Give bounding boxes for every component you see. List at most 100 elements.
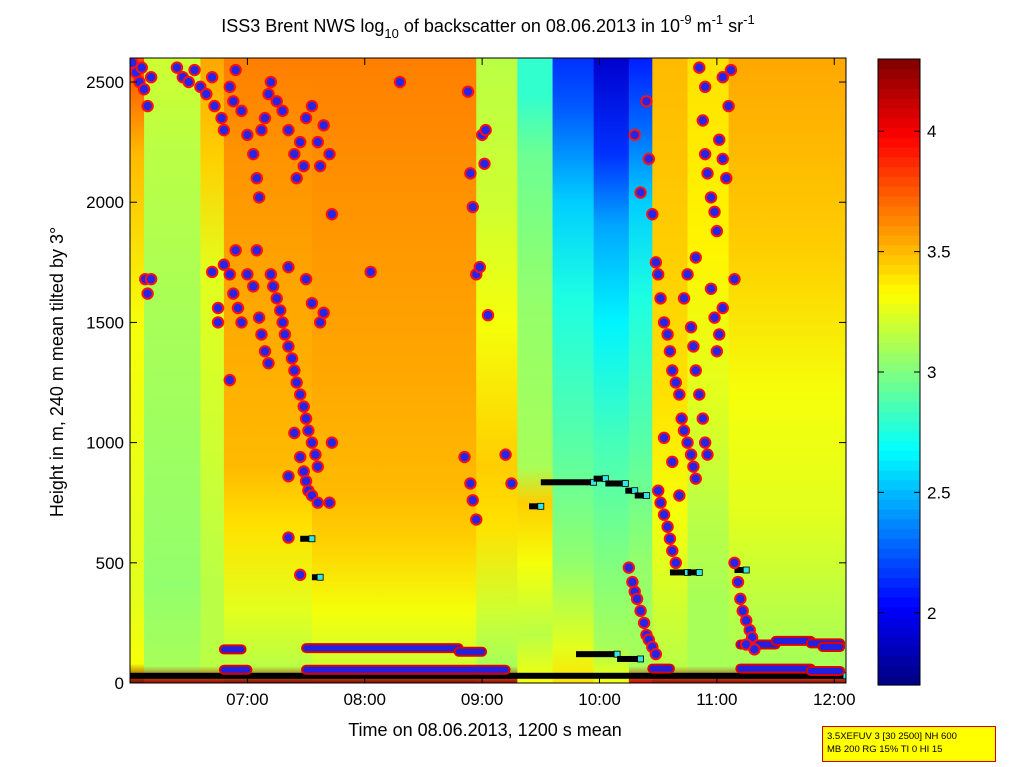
colorbar-segment (878, 274, 920, 285)
layer-detection-point (247, 280, 260, 293)
layer-detection-point (270, 95, 283, 108)
layer-detection-point (309, 448, 322, 461)
colorbar-segment (878, 567, 920, 579)
layer-detection-point (393, 75, 407, 89)
layer-detection-point (141, 287, 154, 300)
x-tick-label: 08:00 (343, 690, 386, 709)
layer-detection-point (704, 282, 718, 295)
layer-detection-point (282, 531, 295, 544)
layer-detection-point (458, 450, 471, 464)
colorbar-segment (878, 166, 920, 177)
layer-detection-point (241, 128, 254, 142)
layer-detection-point (708, 205, 721, 219)
layer-detection-point (701, 448, 714, 461)
layer-detection-point (305, 99, 319, 113)
layer-detection-point (267, 280, 280, 293)
colorbar-segment (878, 98, 920, 109)
layer-detection-point (258, 111, 272, 125)
layer-detection-point (649, 256, 663, 269)
colorbar-segment (878, 538, 920, 549)
colorbar-segment (878, 147, 920, 158)
cloud-base-marker (537, 502, 545, 510)
overlay-markers (130, 58, 846, 680)
colorbar-segment (878, 636, 920, 647)
cloud-base-segment (734, 567, 747, 574)
layer-detection-point (710, 345, 724, 358)
layer-detection-point (716, 301, 729, 315)
layer-detection-point (657, 508, 671, 521)
layer-detection-point (293, 388, 307, 401)
layer-detection-point (235, 104, 248, 118)
layer-detection-point (479, 123, 492, 137)
layer-detection-point (278, 328, 292, 341)
colorbar-segment (878, 323, 920, 334)
layer-detection-point (693, 61, 706, 74)
layer-detection-point (505, 477, 518, 490)
layer-detection-point (223, 268, 236, 281)
layer-detection-point (293, 450, 307, 464)
colorbar-segment (878, 645, 920, 657)
layer-detection-point (473, 260, 486, 274)
layer-detection-point (466, 200, 479, 214)
colorbar-segment (878, 381, 920, 393)
layer-detection-point (227, 95, 240, 108)
layer-detection-point (464, 477, 477, 490)
heatmap-column (311, 58, 477, 683)
colorbar-segment (878, 195, 920, 207)
layer-detection-point (687, 340, 700, 353)
backscatter-heatmap (130, 58, 846, 683)
layer-detection-point (734, 592, 747, 606)
layer-detection-point (311, 135, 325, 149)
layer-detection-point (628, 128, 641, 142)
colorbar-segment (878, 235, 920, 246)
layer-detection-point (657, 431, 671, 445)
layer-detection-point (666, 544, 679, 557)
layer-detection-point (710, 224, 724, 238)
layer-detection-point (669, 556, 683, 570)
cloud-base-segment (617, 655, 641, 662)
layer-detection-point (208, 99, 221, 113)
colorbar-segment (878, 626, 920, 637)
colorbar-segment (878, 587, 920, 598)
cloud-base-marker (742, 566, 750, 574)
layer-detection-point (651, 268, 665, 281)
cloud-base-segment (540, 479, 594, 486)
layer-detection-point (622, 561, 636, 574)
layer-detection-point (634, 186, 647, 199)
layer-detection-point (299, 111, 313, 125)
heatmap-column (593, 58, 630, 683)
colorbar-segment (878, 78, 920, 89)
layer-detection-point (293, 568, 307, 582)
heatmap-column (517, 58, 554, 683)
layer-detection-point (687, 460, 700, 473)
colorbar-segment (878, 68, 920, 80)
layer-detection-point (716, 152, 729, 166)
colorbar: 2 2.5 3 3.5 4 (877, 58, 951, 686)
y-tick-label: 500 (96, 554, 124, 573)
layer-detection-point (235, 316, 248, 329)
colorbar-segment (878, 479, 920, 490)
colorbar-tick-label: 4 (927, 122, 936, 141)
colorbar-segment (878, 469, 920, 481)
layer-detection-point (293, 135, 307, 149)
layer-detection-point (466, 494, 479, 507)
layer-detection-point (305, 436, 319, 449)
colorbar-segment (878, 489, 920, 500)
cloud-base-marker (695, 569, 703, 576)
colorbar-segment (878, 107, 920, 119)
cloud-base-segment (687, 569, 700, 576)
cloud-base-segment (311, 574, 321, 581)
info-line-2: MB 200 RG 15% TI 0 HI 15 (827, 744, 943, 755)
layer-detection-point (250, 244, 263, 257)
layer-detection-point (264, 75, 278, 89)
layer-detection-point (144, 272, 158, 286)
colorbar-segment (878, 372, 920, 383)
layer-detection-point (661, 520, 674, 533)
layer-detection-point (211, 301, 225, 315)
x-tick-label: 07:00 (226, 690, 269, 709)
layer-detection-point (731, 575, 745, 589)
colorbar-segment (878, 557, 920, 569)
layer-detection-point (200, 87, 213, 101)
colorbar-segment (878, 156, 920, 168)
